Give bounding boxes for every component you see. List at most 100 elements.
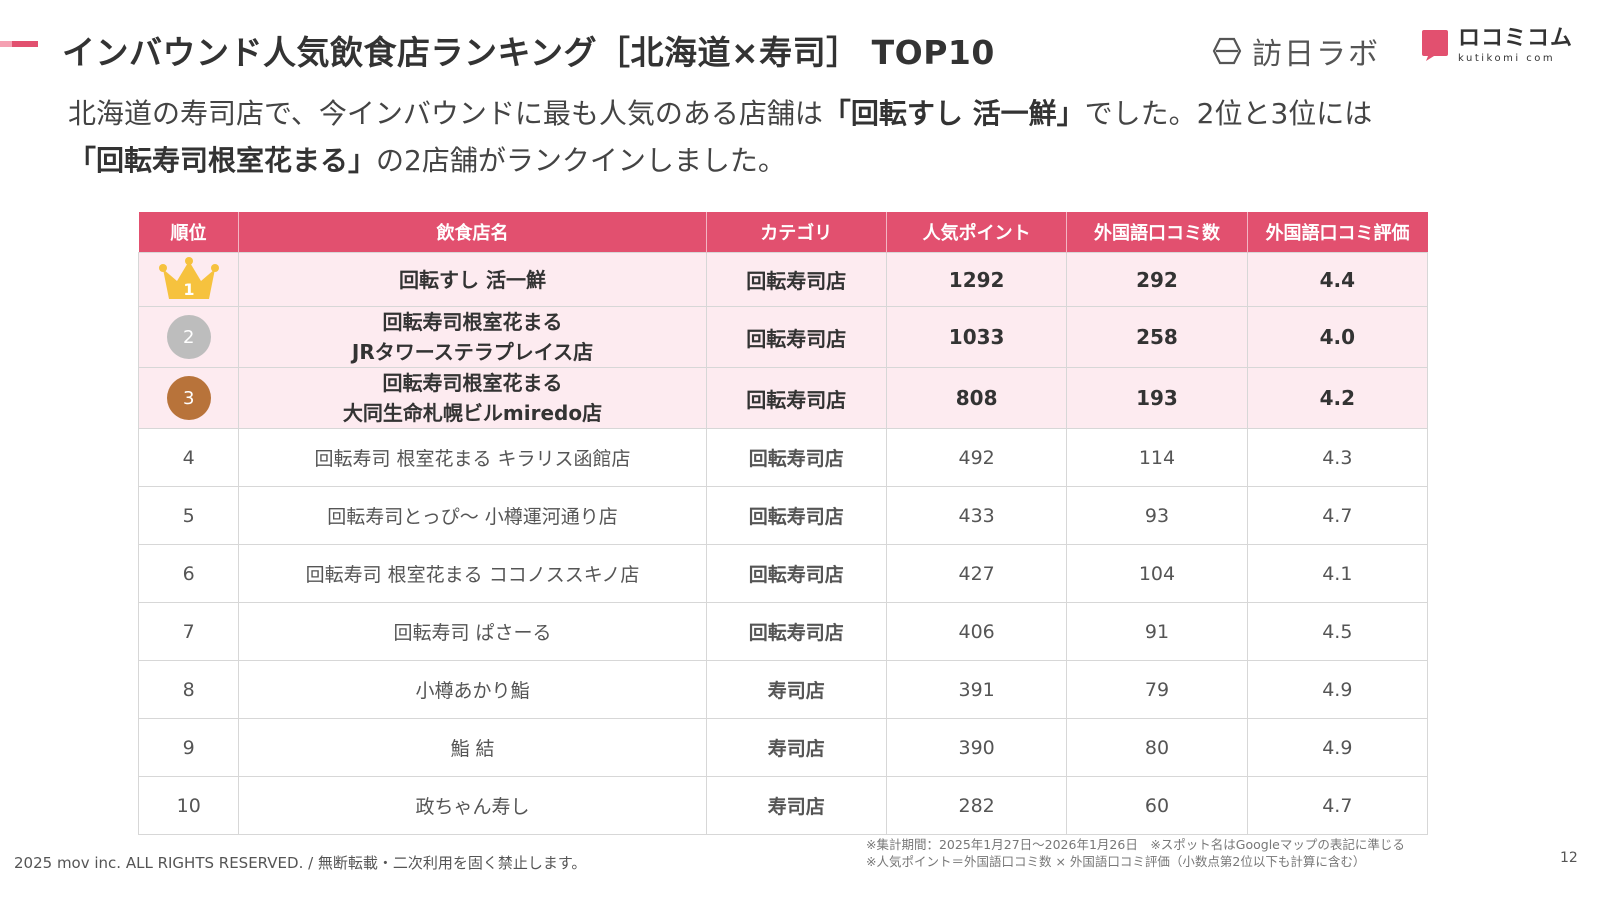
copyright-text: 2025 mov inc. ALL RIGHTS RESERVED. / 無断転… [14, 854, 587, 872]
rank-cell: 10 [137, 776, 240, 835]
table-header-row: 順位 飲食店名 カテゴリ 人気ポイント 外国語口コミ数 外国語口コミ評価 [138, 212, 1428, 253]
points-cell: 282 [885, 776, 1068, 835]
rank-cell: 1 [137, 252, 240, 307]
review-rating-cell: 4.9 [1246, 660, 1429, 719]
rank-cell: 4 [137, 428, 240, 487]
shop-name: 回転すし 活一鮮 [399, 267, 546, 292]
rank-cell: 2 [137, 306, 240, 368]
kutikomi-com-logo: ロコミコム kutikomi com [1420, 28, 1573, 64]
footnote-period: ※集計期間：2025年1月27日〜2026年1月26日 ※スポット名はGoogl… [866, 837, 1405, 852]
table-row: 9 鮨 結 寿司店 390 80 4.9 [137, 718, 1429, 777]
review-count-cell: 91 [1066, 602, 1248, 661]
kutikomi-logo-jp: ロコミコム [1458, 26, 1574, 51]
lead-text-1: 北海道の寿司店で、今インバウンドに最も人気のある店舗は [68, 97, 823, 130]
points-cell: 390 [885, 718, 1068, 777]
rank-2-label: 2 [182, 326, 195, 348]
silver-medal-icon: 2 [166, 315, 211, 359]
footnotes: ※集計期間：2025年1月27日〜2026年1月26日 ※スポット名はGoogl… [866, 836, 1405, 870]
shop-name-cell: 小樽あかり鮨 [238, 660, 707, 719]
review-count-cell: 292 [1066, 252, 1248, 307]
header-rank: 順位 [138, 212, 240, 253]
review-count-cell: 80 [1066, 718, 1248, 777]
shop-name-cell: 回転寿司 根室花まる キラリス函館店 [238, 428, 707, 487]
rank-cell: 3 [137, 367, 240, 429]
rank-1-label: 1 [183, 280, 194, 299]
shop-name-cell: 政ちゃん寿し [238, 776, 707, 835]
points-cell: 406 [885, 602, 1068, 661]
shop-name: 回転寿司根室花まる [382, 371, 563, 395]
points-cell: 1292 [885, 252, 1068, 307]
lead-text-3: の2店舗がランクインしました。 [376, 144, 786, 177]
points-cell: 808 [885, 367, 1068, 429]
header-name: 飲食店名 [238, 212, 707, 253]
review-count-cell: 193 [1066, 367, 1248, 429]
table-row: 6 回転寿司 根室花まる ココノススキノ店 回転寿司店 427 104 4.1 [137, 544, 1429, 603]
lead-text-2: でした。2位と3位には [1084, 97, 1373, 130]
review-count-cell: 258 [1066, 306, 1248, 368]
table-row: 1 回転すし 活一鮮 回転寿司店 1292 292 4.4 [137, 252, 1429, 307]
review-count-cell: 104 [1066, 544, 1248, 603]
shop-name-cell: 回転寿司根室花まる JRタワーステラプレイス店 [238, 306, 707, 368]
hounichi-logo-text: 訪日ラボ [1252, 37, 1380, 72]
title-accent-bar [0, 41, 38, 47]
kutikomi-logo-icon [1422, 30, 1448, 61]
hounichi-logo-icon [1212, 37, 1242, 65]
review-count-cell: 79 [1066, 660, 1248, 719]
hounichi-lab-logo: 訪日ラボ [1212, 29, 1380, 73]
points-cell: 1033 [885, 306, 1068, 368]
category-cell: 回転寿司店 [705, 306, 887, 368]
category-cell: 回転寿司店 [705, 544, 887, 603]
shop-name-cell: 回転寿司 根室花まる ココノススキノ店 [238, 544, 707, 603]
review-rating-cell: 4.1 [1246, 544, 1429, 603]
page-number: 12 [1560, 850, 1578, 866]
rank-cell: 8 [137, 660, 240, 719]
lead-paragraph: 北海道の寿司店で、今インバウンドに最も人気のある店舗は「回転すし 活一鮮」でした… [68, 90, 1508, 184]
kutikomi-logo-en: kutikomi com [1458, 53, 1556, 64]
table-row: 7 回転寿司 ぱさーる 回転寿司店 406 91 4.5 [137, 602, 1429, 661]
header-category: カテゴリ [706, 212, 887, 253]
bronze-medal-icon: 3 [166, 376, 211, 420]
review-count-cell: 60 [1066, 776, 1248, 835]
review-rating-cell: 4.7 [1246, 486, 1429, 545]
table-row: 10 政ちゃん寿し 寿司店 282 60 4.7 [137, 776, 1429, 835]
table-row: 8 小樽あかり鮨 寿司店 391 79 4.9 [137, 660, 1429, 719]
review-rating-cell: 4.0 [1246, 306, 1429, 368]
lead-highlight-1: 「回転すし 活一鮮」 [822, 97, 1085, 130]
ranking-table: 順位 飲食店名 カテゴリ 人気ポイント 外国語口コミ数 外国語口コミ評価 1 回… [137, 212, 1429, 835]
review-count-cell: 114 [1066, 428, 1248, 487]
category-cell: 回転寿司店 [705, 428, 887, 487]
review-rating-cell: 4.3 [1246, 428, 1429, 487]
review-rating-cell: 4.2 [1246, 367, 1429, 429]
shop-branch: 大同生命札幌ビルmiredo店 [342, 401, 603, 425]
shop-branch: JRタワーステラプレイス店 [351, 340, 594, 364]
header-review-rating: 外国語口コミ評価 [1247, 212, 1428, 253]
header-review-count: 外国語口コミ数 [1066, 212, 1248, 253]
rank-cell: 9 [137, 718, 240, 777]
slide-title: インバウンド人気飲食店ランキング［北海道×寿司］ TOP10 [62, 33, 995, 72]
table-row: 5 回転寿司とっぴ〜 小樽運河通り店 回転寿司店 433 93 4.7 [137, 486, 1429, 545]
category-cell: 回転寿司店 [705, 252, 887, 307]
table-row: 3 回転寿司根室花まる 大同生命札幌ビルmiredo店 回転寿司店 808 19… [137, 367, 1429, 429]
review-rating-cell: 4.4 [1246, 252, 1429, 307]
shop-name: 回転寿司根室花まる [382, 310, 563, 334]
table-row: 2 回転寿司根室花まる JRタワーステラプレイス店 回転寿司店 1033 258… [137, 306, 1429, 368]
review-rating-cell: 4.5 [1246, 602, 1429, 661]
review-count-cell: 93 [1066, 486, 1248, 545]
category-cell: 寿司店 [705, 660, 887, 719]
review-rating-cell: 4.7 [1246, 776, 1429, 835]
footnote-formula: ※人気ポイント＝外国語口コミ数 × 外国語口コミ評価（小数点第2位以下も計算に含… [866, 854, 1366, 869]
shop-name-cell: 回転すし 活一鮮 [238, 252, 707, 307]
points-cell: 391 [885, 660, 1068, 719]
table-row: 4 回転寿司 根室花まる キラリス函館店 回転寿司店 492 114 4.3 [137, 428, 1429, 487]
header-points: 人気ポイント [886, 212, 1068, 253]
category-cell: 回転寿司店 [705, 486, 887, 545]
category-cell: 回転寿司店 [705, 367, 887, 429]
rank-3-label: 3 [182, 387, 195, 409]
category-cell: 回転寿司店 [705, 602, 887, 661]
points-cell: 427 [885, 544, 1068, 603]
gold-crown-icon: 1 [158, 256, 219, 299]
rank-cell: 5 [137, 486, 240, 545]
category-cell: 寿司店 [705, 718, 887, 777]
shop-name-cell: 回転寿司とっぴ〜 小樽運河通り店 [238, 486, 707, 545]
shop-name-cell: 回転寿司根室花まる 大同生命札幌ビルmiredo店 [238, 367, 707, 429]
